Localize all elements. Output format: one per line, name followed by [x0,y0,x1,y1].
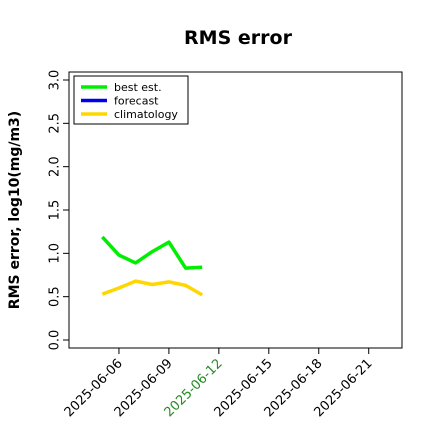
y-tick-label: 0.0 [48,330,63,351]
y-tick-label: 0.5 [48,286,63,307]
y-axis-label: RMS error, log10(mg/m3) [7,111,23,309]
y-tick-label: 1.0 [48,243,63,264]
legend-entry: forecast [114,95,159,108]
y-tick-label: 2.0 [48,156,63,177]
y-tick-label: 3.0 [48,70,63,91]
y-tick-label: 1.5 [48,200,63,221]
legend-entry: best est. [114,81,162,94]
series-layer [101,235,204,297]
x-axis: 2025-06-062025-06-092025-06-122025-06-15… [62,348,376,420]
y-tick-label: 2.5 [48,113,63,134]
y-axis: 0.0 0.5 1.0 1.5 2.0 2.5 3.0 [48,70,69,351]
series-line-best-est [101,235,203,270]
series-line-climatology [101,279,204,297]
chart-title: RMS error [184,27,293,49]
legend-entry: climatology [114,108,178,121]
